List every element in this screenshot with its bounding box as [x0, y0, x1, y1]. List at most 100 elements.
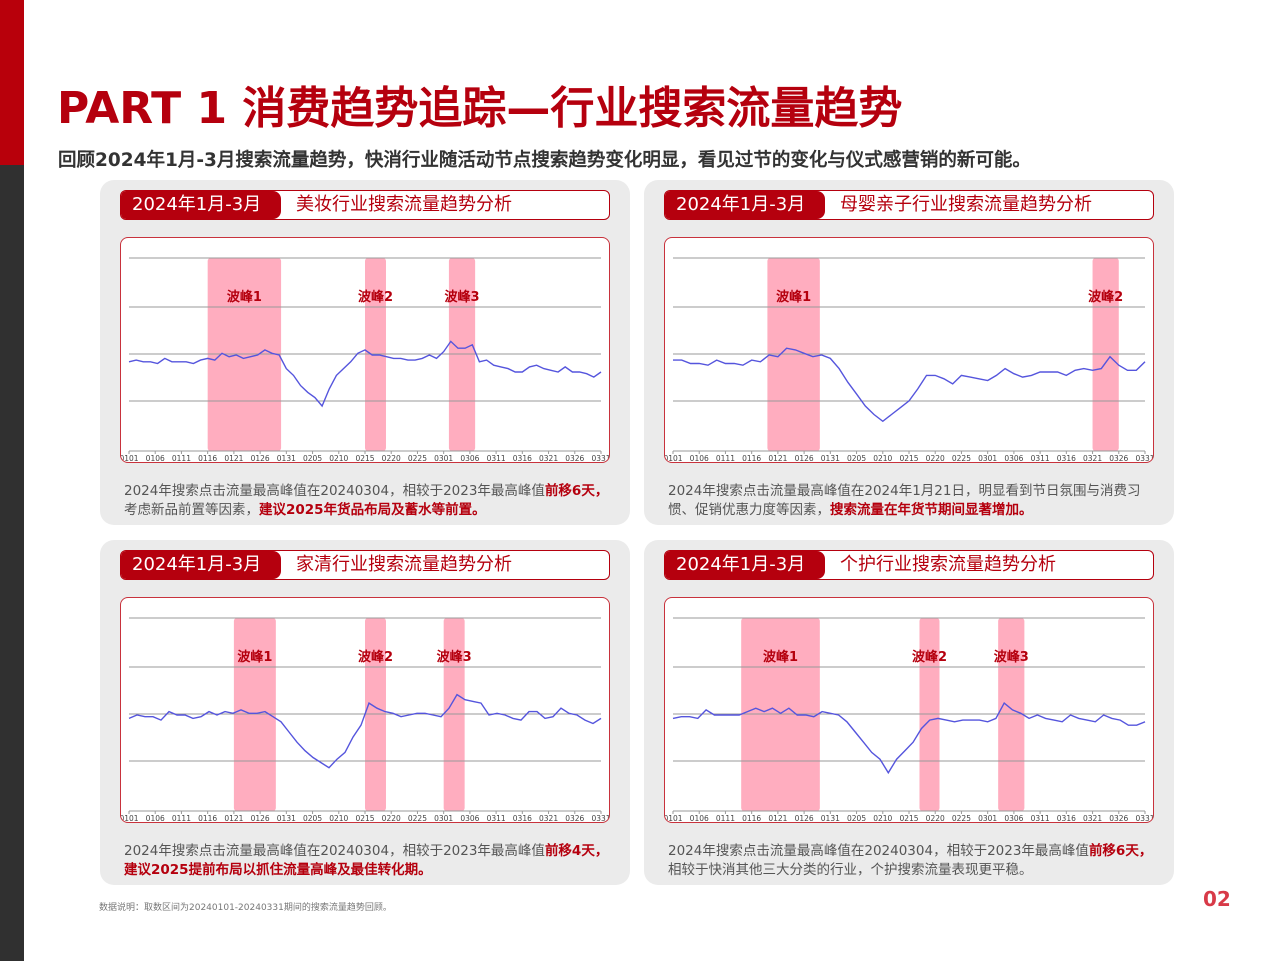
- data-footnote: 数据说明：取数区间为20240101-20240331期间的搜索流量趋势回顾。: [99, 903, 392, 913]
- panel-description: 2024年搜索点击流量最高峰值在20240304，相较于2023年最高峰值前移4…: [124, 843, 609, 878]
- x-tick-label: 0326: [565, 814, 584, 823]
- x-tick-label: 0220: [926, 454, 945, 463]
- x-tick-label: 0331: [591, 814, 610, 823]
- x-tick-label: 0331: [1135, 454, 1154, 463]
- panel-title: 美妆行业搜索流量趋势分析: [296, 194, 512, 215]
- x-tick-label: 0331: [1135, 814, 1154, 823]
- peak-label: 波峰2: [912, 649, 947, 665]
- x-tick-label: 0116: [198, 454, 217, 463]
- x-tick-label: 0101: [121, 454, 139, 463]
- page-title: PART 1 消费趋势追踪—行业搜索流量趋势: [57, 83, 903, 134]
- panel-personal-care: 2024年1月-3月 个护行业搜索流量趋势分析 波峰1 波峰2 波峰3 0101 010…: [644, 540, 1174, 885]
- peak-label: 波峰1: [237, 649, 272, 665]
- x-tick-label: 0311: [487, 814, 506, 823]
- x-tick-label: 0331: [591, 454, 610, 463]
- x-tick-label: 0126: [795, 454, 814, 463]
- x-tick-label: 0131: [277, 814, 296, 823]
- x-tick-label: 0116: [742, 454, 761, 463]
- x-tick-label: 0210: [329, 454, 348, 463]
- panel-title: 母婴亲子行业搜索流量趋势分析: [840, 194, 1092, 215]
- x-tick-label: 0121: [768, 454, 787, 463]
- x-tick-label: 0106: [146, 454, 165, 463]
- x-tick-label: 0316: [513, 814, 532, 823]
- x-tick-label: 0306: [460, 454, 479, 463]
- peak-label: 波峰3: [437, 649, 472, 665]
- x-tick-label: 0220: [382, 814, 401, 823]
- x-tick-label: 0205: [303, 814, 322, 823]
- x-tick-label: 0215: [899, 454, 918, 463]
- x-tick-label: 0210: [329, 814, 348, 823]
- period-badge: 2024年1月-3月: [665, 191, 825, 219]
- period-badge: 2024年1月-3月: [121, 551, 281, 579]
- x-tick-label: 0311: [487, 454, 506, 463]
- x-tick-label: 0220: [926, 814, 945, 823]
- x-tick-label: 0301: [978, 454, 997, 463]
- peak-label: 波峰1: [776, 289, 811, 305]
- x-tick-label: 0121: [224, 454, 243, 463]
- x-tick-label: 0306: [460, 814, 479, 823]
- x-tick-label: 0210: [873, 814, 892, 823]
- x-tick-label: 0101: [665, 454, 683, 463]
- period-badge: 2024年1月-3月: [665, 551, 825, 579]
- x-tick-label: 0321: [1083, 454, 1102, 463]
- x-tick-label: 0111: [716, 814, 735, 823]
- x-tick-label: 0126: [795, 814, 814, 823]
- x-tick-label: 0121: [768, 814, 787, 823]
- panel-header: 2024年1月-3月 美妆行业搜索流量趋势分析: [120, 190, 610, 220]
- x-tick-label: 0131: [821, 454, 840, 463]
- trend-line: [672, 702, 1146, 775]
- peak-label: 波峰1: [763, 649, 798, 665]
- trend-line: [128, 693, 602, 769]
- x-tick-label: 0215: [355, 814, 374, 823]
- x-tick-label: 0116: [198, 814, 217, 823]
- x-tick-label: 0131: [277, 454, 296, 463]
- period-badge: 2024年1月-3月: [121, 191, 281, 219]
- x-tick-label: 0205: [303, 454, 322, 463]
- x-tick-label: 0101: [121, 814, 139, 823]
- x-tick-label: 0316: [1057, 454, 1076, 463]
- x-tick-label: 0316: [513, 454, 532, 463]
- peak-label: 波峰2: [358, 289, 393, 305]
- x-tick-label: 0215: [355, 454, 374, 463]
- x-tick-label: 0111: [172, 454, 191, 463]
- x-tick-label: 0220: [382, 454, 401, 463]
- x-tick-label: 0225: [952, 814, 971, 823]
- x-tick-label: 0106: [690, 454, 709, 463]
- x-tick-label: 0321: [1083, 814, 1102, 823]
- sidebar-accent-dark: [0, 165, 24, 961]
- panel-title: 家清行业搜索流量趋势分析: [296, 554, 512, 575]
- peak-label: 波峰3: [444, 289, 479, 305]
- panel-description: 2024年搜索点击流量最高峰值在20240304，相较于2023年最高峰值前移6…: [668, 843, 1153, 878]
- x-tick-label: 0111: [172, 814, 191, 823]
- x-tick-label: 0101: [665, 814, 683, 823]
- peak-label: 波峰2: [358, 649, 393, 665]
- x-tick-label: 0326: [1109, 454, 1128, 463]
- peak-label: 波峰2: [1088, 289, 1123, 305]
- x-tick-label: 0116: [742, 814, 761, 823]
- panel-description: 2024年搜索点击流量最高峰值在2024年1月21日，明显看到节日氛围与消费习惯…: [668, 483, 1141, 518]
- x-tick-label: 0215: [899, 814, 918, 823]
- trend-line: [673, 347, 1146, 423]
- x-tick-label: 0306: [1004, 454, 1023, 463]
- x-tick-label: 0111: [716, 454, 735, 463]
- x-tick-label: 0326: [1109, 814, 1128, 823]
- sidebar-accent-red: [0, 0, 24, 165]
- panel-header: 2024年1月-3月 母婴亲子行业搜索流量趋势分析: [664, 190, 1154, 220]
- trend-chart: 波峰1 波峰2 波峰3 0101 0106 0111 0116 0121 0126 0131 020…: [120, 237, 610, 463]
- x-tick-label: 0126: [251, 454, 270, 463]
- peak-label: 波峰1: [227, 289, 262, 305]
- x-tick-label: 0306: [1004, 814, 1023, 823]
- x-tick-label: 0126: [251, 814, 270, 823]
- x-tick-label: 0131: [821, 814, 840, 823]
- panel-title: 个护行业搜索流量趋势分析: [840, 554, 1056, 575]
- trend-chart: 波峰1 波峰2 波峰3 0101 0106 0111 0116 0121 0126 0131 020…: [664, 597, 1154, 823]
- x-tick-label: 0326: [565, 454, 584, 463]
- x-tick-label: 0301: [434, 814, 453, 823]
- panel-beauty: 2024年1月-3月 美妆行业搜索流量趋势分析 波峰1 波峰2 波峰3 0101 010…: [100, 180, 630, 525]
- trend-chart: 波峰1 波峰2 0101 0106 0111 0116 0121 0126 0131 0205 02…: [664, 237, 1154, 463]
- x-tick-label: 0321: [539, 454, 558, 463]
- panel-description: 2024年搜索点击流量最高峰值在20240304，相较于2023年最高峰值前移6…: [124, 483, 609, 518]
- page-subtitle: 回顾2024年1月-3月搜索流量趋势，快消行业随活动节点搜索趋势变化明显，看见过…: [58, 150, 1031, 171]
- x-tick-label: 0205: [847, 814, 866, 823]
- panel-header: 2024年1月-3月 家清行业搜索流量趋势分析: [120, 550, 610, 580]
